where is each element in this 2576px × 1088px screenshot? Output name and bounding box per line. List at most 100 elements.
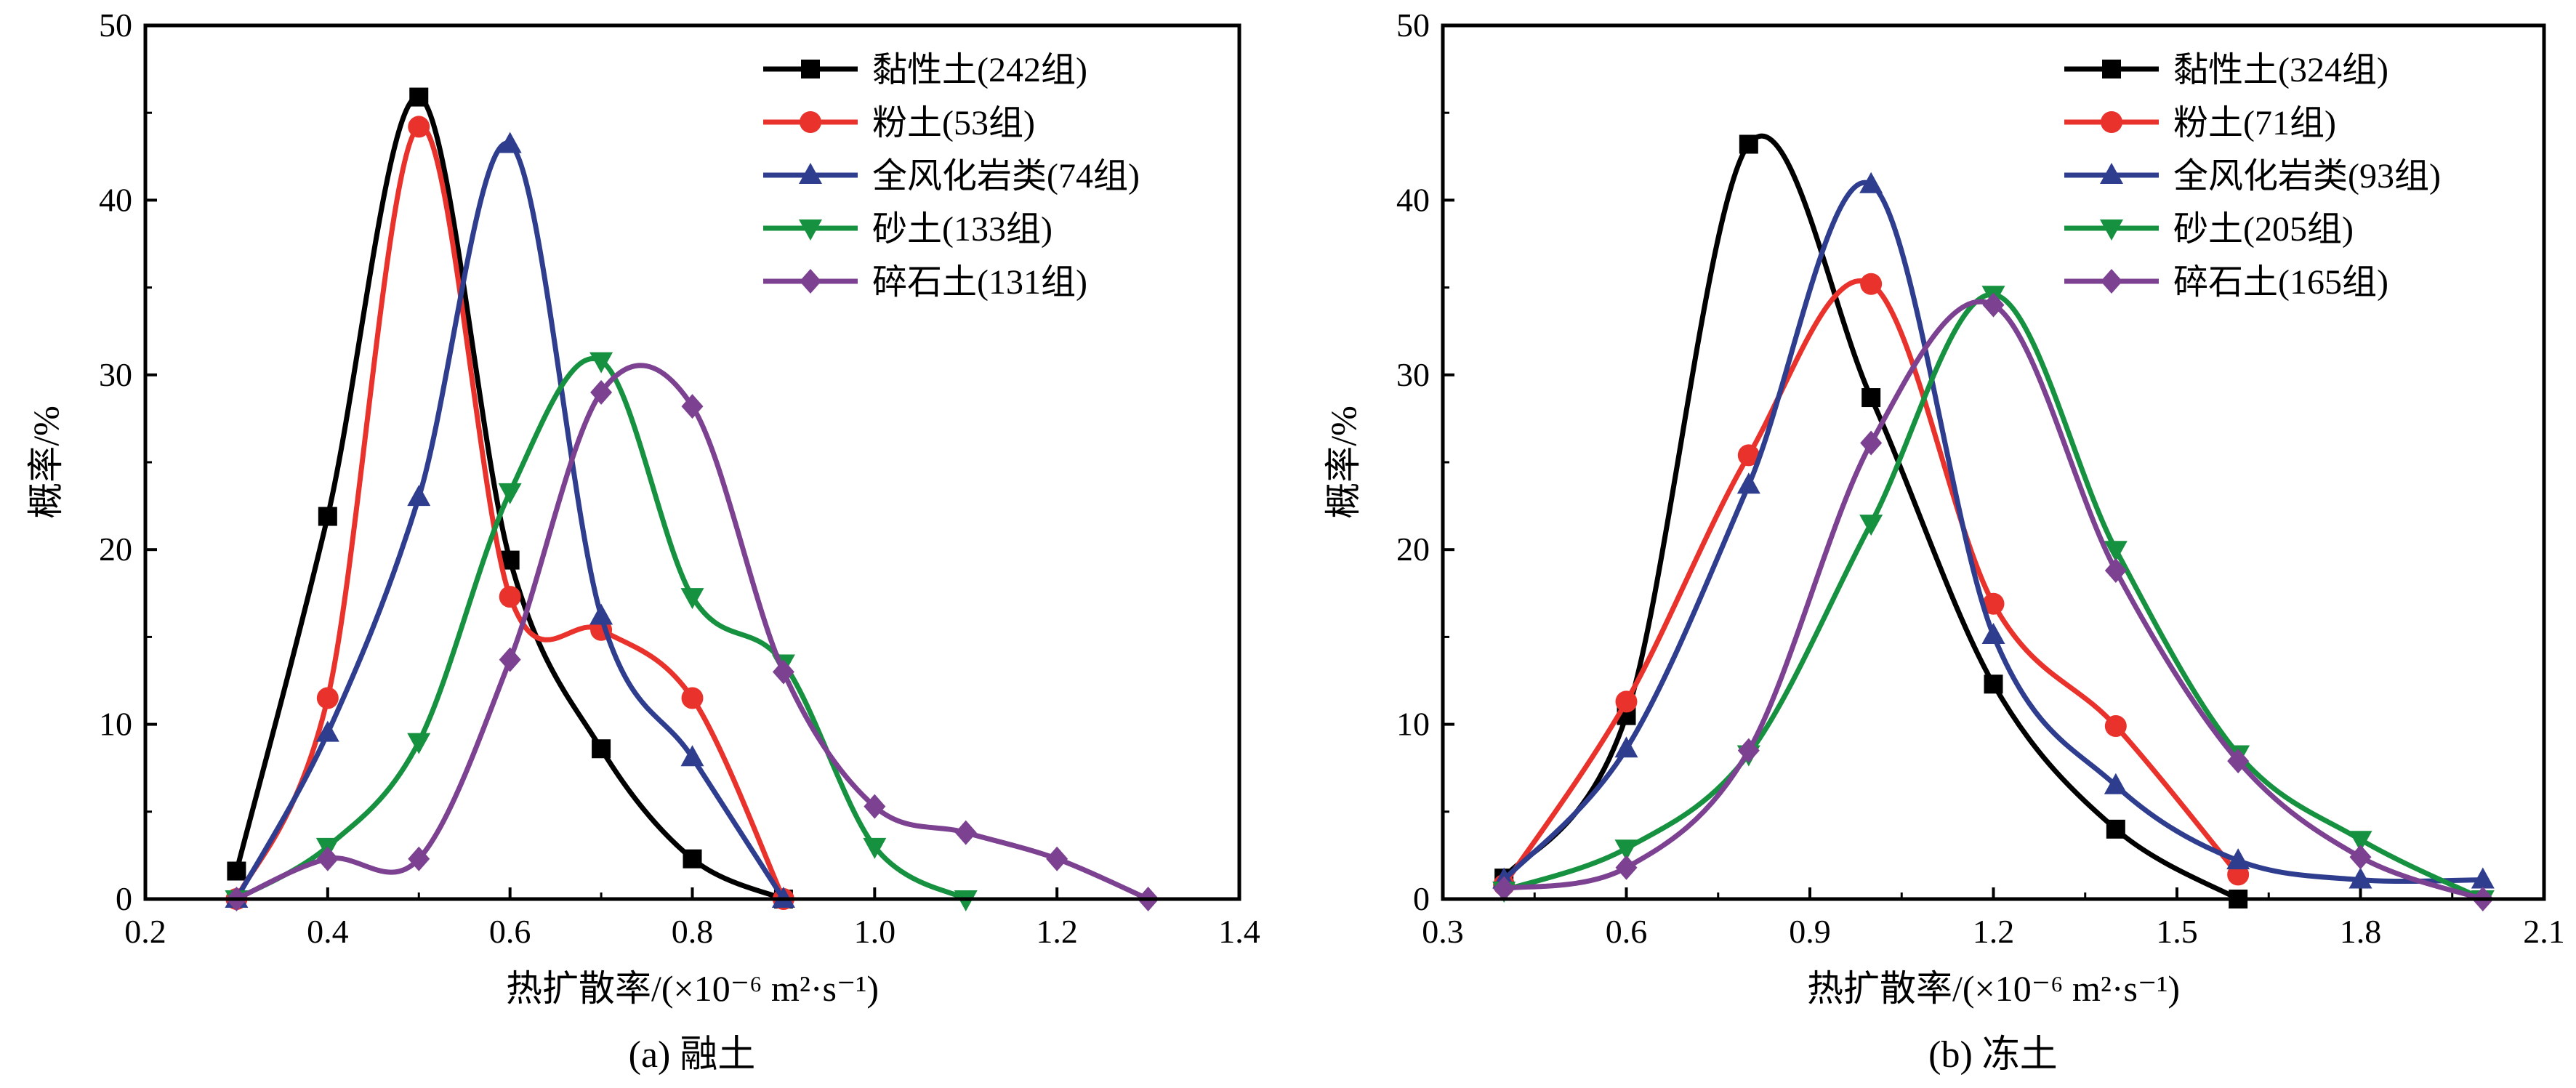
legend-label-gravel-a: 碎石土(131组) (872, 263, 1087, 302)
legend-marker-clay-b (2102, 60, 2121, 78)
y-tick-label-b: 50 (1396, 7, 1430, 44)
legend-item-clay-a: 黏性土(242组) (763, 51, 1087, 89)
data-point-silt-a (408, 116, 430, 138)
y-axis-title-a: 概率/% (25, 406, 66, 519)
data-point-gravel-a (408, 846, 430, 871)
y-tick-label-a: 30 (99, 356, 132, 393)
data-point-sand-b (2104, 541, 2128, 563)
x-tick-label-b: 1.8 (2340, 913, 2382, 950)
data-point-gravel-a (1046, 846, 1068, 871)
x-tick-label-b: 0.9 (1789, 913, 1831, 950)
data-point-silt-a (681, 687, 704, 709)
data-point-gravel-a (772, 659, 794, 685)
data-point-weathered-rock-b (2471, 867, 2495, 889)
data-point-clay-a (318, 507, 337, 526)
legend-label-gravel-b: 碎石土(165组) (2173, 263, 2388, 302)
y-tick-label-b: 20 (1396, 531, 1430, 568)
y-tick-label-a: 20 (99, 531, 132, 568)
y-tick-label-b: 40 (1396, 181, 1430, 218)
data-point-silt-b (2104, 715, 2127, 738)
data-point-sand-a (680, 588, 704, 610)
panel-caption-b: (b) 冻土 (1928, 1034, 2058, 1076)
data-point-silt-a (316, 687, 339, 709)
legend-marker-silt-b (2101, 111, 2122, 133)
data-point-clay-a (409, 87, 429, 107)
data-point-sand-b (1859, 515, 1883, 536)
legend-b: 黏性土(324组) 粉土(71组) 全风化岩类(93组) 砂土(205组) 碎石土(16… (2064, 51, 2441, 302)
legend-marker-silt-a (800, 111, 821, 133)
x-tick-label-a: 0.2 (124, 913, 166, 950)
x-axis-title-b: 热扩散率/(×10⁻⁶ m²·s⁻¹) (1807, 968, 2180, 1009)
data-point-sand-b (1614, 839, 1638, 861)
series-weathered-rock-a (225, 132, 795, 908)
data-point-silt-b (1737, 444, 1760, 467)
x-tick-label-a: 0.4 (307, 913, 349, 950)
data-point-weathered-rock-a (315, 720, 339, 742)
data-point-gravel-b (2104, 558, 2127, 584)
data-point-weathered-rock-b (2226, 848, 2250, 870)
data-point-weathered-rock-b (2104, 773, 2128, 794)
data-point-gravel-a (590, 379, 613, 405)
x-tick-label-a: 1.0 (854, 913, 896, 950)
y-tick-label-a: 0 (116, 880, 132, 917)
data-point-weathered-rock-b (1981, 622, 2005, 644)
legend-item-sand-b: 砂土(205组) (2064, 210, 2354, 249)
x-axis-title-a: 热扩散率/(×10⁻⁶ m²·s⁻¹) (506, 968, 879, 1009)
y-tick-label-b: 10 (1396, 706, 1430, 743)
data-point-sand-a (863, 837, 887, 859)
legend-item-silt-a: 粉土(53组) (763, 104, 1035, 142)
x-tick-label-a: 0.6 (489, 913, 531, 950)
legend-label-weathered-rock-b: 全风化岩类(93组) (2173, 157, 2441, 196)
data-point-silt-b (1860, 273, 1883, 295)
panel-caption-a: (a) 融土 (629, 1034, 756, 1076)
legend-item-gravel-a: 碎石土(131组) (763, 263, 1087, 302)
data-point-gravel-b (1737, 738, 1760, 763)
x-tick-label-a: 1.4 (1218, 913, 1260, 950)
legend-item-gravel-b: 碎石土(165组) (2064, 263, 2388, 302)
data-point-clay-b (2106, 819, 2125, 839)
y-tick-label-a: 50 (99, 7, 132, 44)
legend-marker-gravel-b (2101, 269, 2122, 294)
data-point-sand-a (407, 733, 431, 754)
data-point-gravel-b (1615, 855, 1638, 880)
data-point-clay-b (1739, 134, 1758, 154)
x-tick-label-b: 0.3 (1422, 913, 1464, 950)
data-point-sand-a (498, 483, 522, 504)
legend-item-clay-b: 黏性土(324组) (2064, 51, 2388, 89)
x-tick-label-a: 1.2 (1036, 913, 1078, 950)
y-tick-label-a: 10 (99, 706, 132, 743)
legend-label-clay-a: 黏性土(242组) (872, 51, 1087, 89)
data-point-gravel-a (316, 846, 339, 871)
data-point-gravel-a (681, 394, 704, 419)
y-tick-label-b: 0 (1413, 880, 1430, 917)
series-line-clay-a (234, 94, 785, 899)
legend-label-silt-a: 粉土(53组) (872, 104, 1035, 142)
data-point-weathered-rock-b (2348, 867, 2372, 889)
data-point-gravel-b (1493, 876, 1516, 901)
data-point-gravel-b (1982, 292, 2005, 318)
legend-label-sand-a: 砂土(133组) (872, 210, 1052, 249)
legend-item-weathered-rock-b: 全风化岩类(93组) (2064, 157, 2441, 196)
legend-marker-sand-a (799, 219, 822, 241)
data-point-weathered-rock-a (680, 745, 704, 767)
data-point-gravel-b (1860, 430, 1883, 456)
data-point-gravel-b (2349, 845, 2372, 870)
plot-frame-a (143, 23, 1241, 901)
legend-a: 黏性土(242组) 粉土(53组) 全风化岩类(74组) 砂土(133组) 碎石土(13… (763, 51, 1140, 302)
x-tick-label-a: 0.8 (672, 913, 714, 950)
data-point-weathered-rock-a (589, 603, 613, 625)
data-point-clay-b (1984, 674, 2003, 694)
legend-label-weathered-rock-a: 全风化岩类(74组) (872, 157, 1140, 196)
data-point-weathered-rock-b (1614, 736, 1638, 758)
legend-label-sand-b: 砂土(205组) (2173, 210, 2354, 249)
y-axis-title-b: 概率/% (1323, 406, 1364, 519)
legend-marker-weathered-rock-b (2100, 163, 2123, 184)
data-point-weathered-rock-b (1859, 172, 1883, 193)
data-point-silt-b (1982, 592, 2005, 615)
plot-frame-b (1441, 23, 2546, 901)
x-tick-label-b: 1.2 (1973, 913, 2015, 950)
legend-item-weathered-rock-a: 全风化岩类(74组) (763, 157, 1140, 196)
data-point-clay-b (1861, 388, 1881, 408)
data-point-clay-a (227, 861, 246, 881)
legend-marker-gravel-a (800, 269, 821, 294)
